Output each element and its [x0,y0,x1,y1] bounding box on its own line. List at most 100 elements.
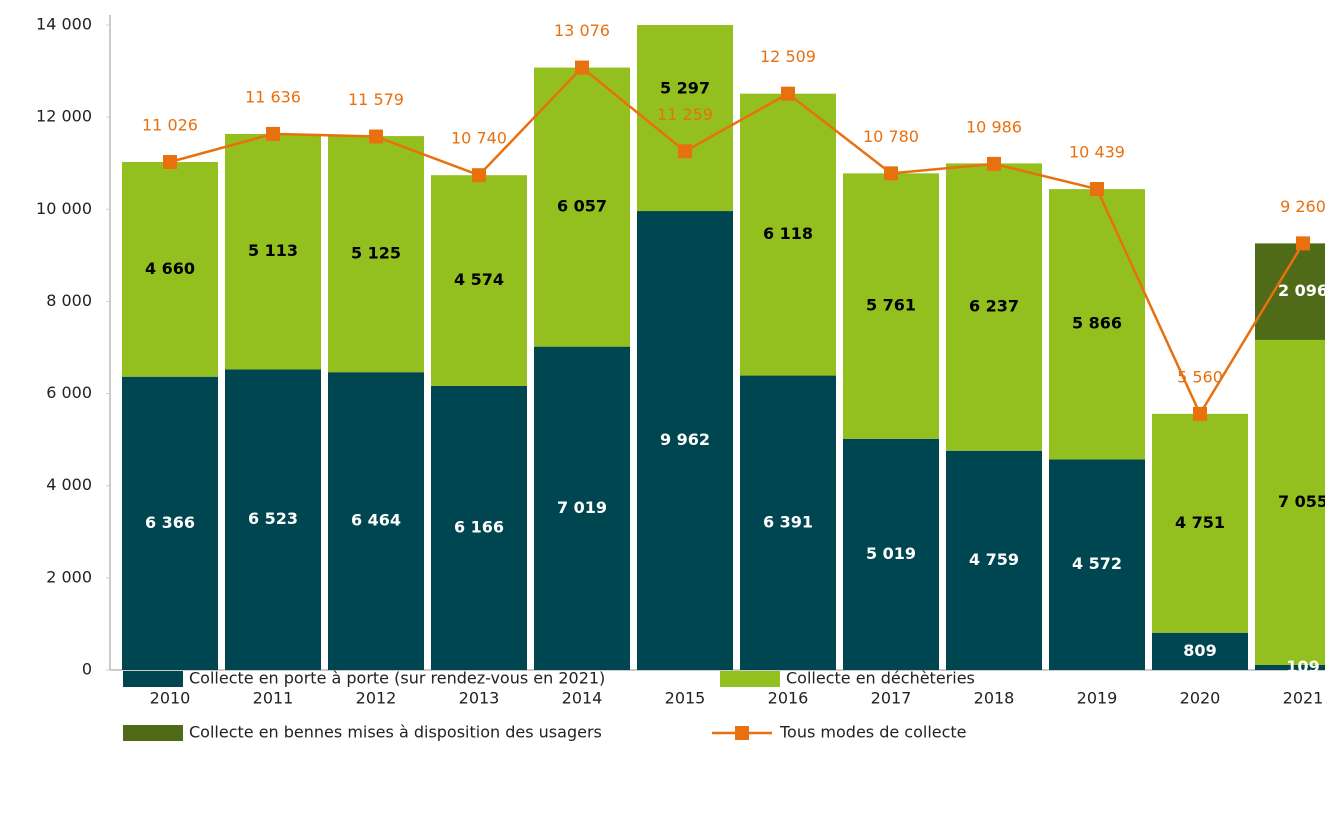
bar-segment [328,372,424,670]
y-tick-label: 10 000 [36,199,92,218]
line-marker [884,166,898,181]
total-label: 10 986 [966,117,1022,136]
total-label: 10 780 [863,127,919,146]
value-label: 2 096 [1278,281,1325,300]
legend-label: Tous modes de collecte [779,723,967,742]
bar-segment [328,136,424,373]
bar-segment [431,175,527,386]
value-label: 109 [1286,657,1319,676]
y-tick-label: 6 000 [46,383,92,402]
value-label: 7 055 [1278,492,1325,511]
value-label: 6 237 [969,297,1019,316]
line-marker [678,144,692,159]
line-marker [987,156,1001,171]
bar-segment [1152,413,1248,633]
bar-segment [1255,339,1325,665]
legend-swatch [720,671,780,687]
legend-label: Collecte en déchèteries [786,669,975,688]
total-label: 10 740 [451,129,507,148]
line-marker [163,155,177,170]
y-tick-label: 14 000 [36,15,92,34]
value-label: 4 574 [454,270,504,289]
bar-segment [534,346,630,670]
value-label: 5 113 [248,241,298,260]
bar-segment [843,173,939,439]
bar-segment [740,93,836,376]
value-label: 4 751 [1175,513,1225,532]
x-tick-label: 2020 [1180,689,1221,708]
value-label: 6 366 [145,513,195,532]
x-tick-label: 2021 [1283,689,1324,708]
x-tick-label: 2016 [768,689,809,708]
legend-marker [735,726,749,740]
bar-segment [122,162,218,377]
bar-segment [225,369,321,670]
x-tick-label: 2019 [1077,689,1118,708]
bar-segment [225,133,321,370]
bar-segment [637,25,733,212]
x-tick-label: 2018 [974,689,1015,708]
bar-segment [637,211,733,670]
total-label: 13 076 [554,21,610,40]
value-label: 5 125 [351,244,401,263]
total-label: 10 439 [1069,143,1125,162]
legend-swatch [123,725,183,741]
value-label: 5 761 [866,296,916,315]
line-marker [781,86,795,101]
bar-segment [843,438,939,670]
bars [122,25,1325,670]
bar-segment [1152,632,1248,670]
value-label: 9 962 [660,430,710,449]
bar-segment [946,163,1042,451]
x-tick-label: 2013 [459,689,500,708]
total-label: 5 560 [1177,367,1223,386]
legend-label: Collecte en bennes mises à disposition d… [189,723,602,742]
bar-segment [1255,243,1325,340]
total-label: 9 260 [1280,197,1325,216]
bar-segment [122,376,218,670]
bar-segment [740,375,836,670]
total-label: 12 509 [760,47,816,66]
line-marker [575,60,589,75]
bar-segment [1049,189,1145,460]
bar-segment [431,385,527,670]
line-marker [266,126,280,141]
x-tick-label: 2010 [150,689,191,708]
value-label: 4 660 [145,259,195,278]
y-tick-label: 2 000 [46,567,92,586]
value-label: 6 118 [763,224,813,243]
total-label: 11 026 [142,116,198,135]
value-label: 6 523 [248,509,298,528]
value-label: 4 759 [969,550,1019,569]
x-tick-label: 2011 [253,689,294,708]
line-marker [1296,236,1310,251]
y-tick-label: 4 000 [46,475,92,494]
legend-label: Collecte en porte à porte (sur rendez-vo… [189,669,605,688]
line-marker [369,129,383,144]
total-line [169,65,1305,417]
x-tick-label: 2015 [665,689,706,708]
line-marker [1193,406,1207,421]
total-label: 11 579 [348,90,404,109]
line-marker [1090,182,1104,197]
value-label: 5 297 [660,79,710,98]
value-label: 809 [1183,641,1216,660]
legend-swatch [123,671,183,687]
y-tick-label: 12 000 [36,107,92,126]
y-tick-label: 0 [82,660,92,679]
value-label: 7 019 [557,498,607,517]
bar-segment [1049,459,1145,670]
value-label: 6 391 [763,512,813,531]
value-label: 5 019 [866,544,916,563]
y-tick-label: 8 000 [46,291,92,310]
x-tick-label: 2017 [871,689,912,708]
value-label: 5 866 [1072,314,1122,333]
total-label: 11 259 [657,105,713,124]
value-label: 6 057 [557,197,607,216]
bar-segment [534,67,630,347]
bar-segment [1255,664,1325,670]
total-label: 11 636 [245,87,301,106]
value-label: 6 464 [351,511,401,530]
